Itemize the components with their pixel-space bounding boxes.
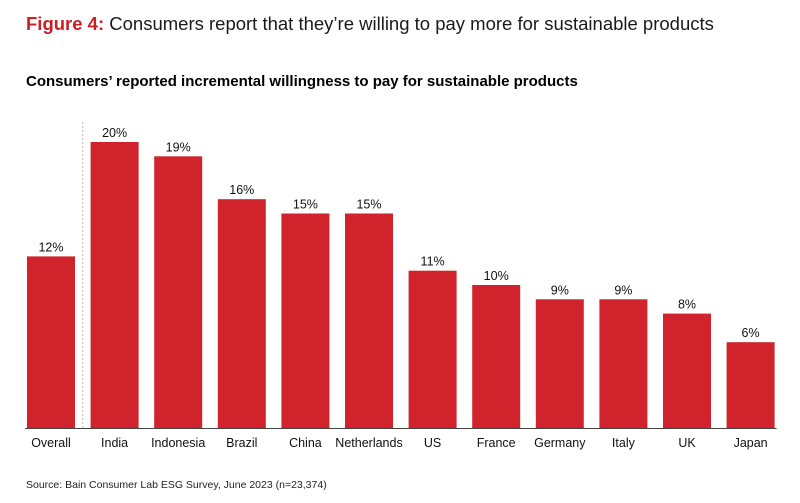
value-label: 16% — [229, 183, 254, 197]
category-label: Japan — [734, 436, 768, 450]
category-label: France — [477, 436, 516, 450]
bar-italy — [599, 299, 648, 428]
value-label: 15% — [356, 198, 381, 212]
bar-brazil — [217, 199, 266, 428]
category-label: Indonesia — [151, 436, 205, 450]
chart-title: Consumers’ reported incremental willingn… — [26, 73, 578, 90]
bar-uk — [663, 313, 711, 428]
category-label: Germany — [534, 436, 586, 450]
value-label: 9% — [551, 283, 569, 297]
category-label: China — [289, 436, 322, 450]
source-note: Source: Bain Consumer Lab ESG Survey, Ju… — [26, 479, 327, 491]
value-label: 9% — [614, 283, 632, 297]
value-label: 10% — [484, 269, 509, 283]
category-label: Brazil — [226, 436, 257, 450]
bar-india — [90, 142, 139, 428]
bar-china — [281, 213, 330, 428]
bar-japan — [726, 342, 775, 428]
bar-france — [472, 285, 521, 428]
value-label: 19% — [166, 140, 191, 154]
bar-chart: 12% Overall 20% India 19% Indonesia 16% Brazil 1… — [25, 122, 777, 450]
value-label: 15% — [293, 198, 318, 212]
figure-label: Figure 4: — [26, 13, 105, 34]
category-label: Overall — [31, 436, 71, 450]
category-label: Netherlands — [335, 436, 402, 450]
bar-netherlands — [345, 213, 393, 428]
value-label: 12% — [38, 240, 63, 254]
value-label: 11% — [421, 255, 445, 269]
figure-title-text: Consumers report that they’re willing to… — [109, 13, 714, 34]
value-label: 6% — [742, 326, 760, 340]
category-label: India — [101, 436, 128, 450]
bar-us — [408, 270, 457, 428]
category-label: UK — [678, 436, 696, 450]
category-label: US — [424, 436, 441, 450]
bar-germany — [535, 299, 584, 428]
category-label: Italy — [612, 436, 636, 450]
figure-title: Figure 4: Consumers report that they’re … — [26, 13, 714, 35]
value-label: 20% — [102, 126, 127, 140]
value-label: 8% — [678, 298, 696, 312]
bar-indonesia — [154, 156, 203, 429]
bar-overall — [27, 256, 75, 428]
